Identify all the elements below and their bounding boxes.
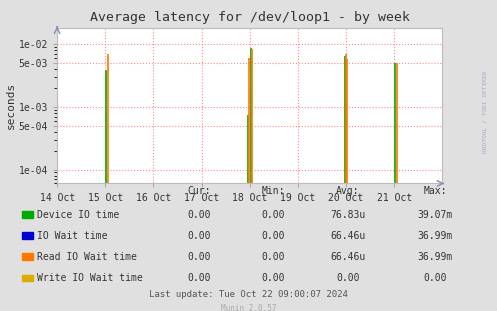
Text: 0.00: 0.00 bbox=[261, 210, 285, 220]
Text: RRDTOOL / TOBI OETIKER: RRDTOOL / TOBI OETIKER bbox=[482, 71, 487, 153]
Text: 0.00: 0.00 bbox=[336, 273, 360, 283]
Text: Min:: Min: bbox=[261, 186, 285, 196]
Text: Munin 2.0.57: Munin 2.0.57 bbox=[221, 304, 276, 311]
Text: Write IO Wait time: Write IO Wait time bbox=[37, 273, 143, 283]
Text: 0.00: 0.00 bbox=[423, 273, 447, 283]
Text: Last update: Tue Oct 22 09:00:07 2024: Last update: Tue Oct 22 09:00:07 2024 bbox=[149, 290, 348, 299]
Text: Device IO time: Device IO time bbox=[37, 210, 119, 220]
Text: 39.07m: 39.07m bbox=[417, 210, 452, 220]
Text: 36.99m: 36.99m bbox=[417, 231, 452, 241]
Text: 66.46u: 66.46u bbox=[331, 252, 365, 262]
Text: Cur:: Cur: bbox=[187, 186, 211, 196]
Text: 0.00: 0.00 bbox=[187, 231, 211, 241]
Text: Max:: Max: bbox=[423, 186, 447, 196]
Text: 0.00: 0.00 bbox=[261, 252, 285, 262]
Text: 76.83u: 76.83u bbox=[331, 210, 365, 220]
Text: 36.99m: 36.99m bbox=[417, 252, 452, 262]
Text: 0.00: 0.00 bbox=[187, 273, 211, 283]
Text: 0.00: 0.00 bbox=[187, 252, 211, 262]
Text: 0.00: 0.00 bbox=[261, 273, 285, 283]
Text: Avg:: Avg: bbox=[336, 186, 360, 196]
Text: 0.00: 0.00 bbox=[187, 210, 211, 220]
Text: Read IO Wait time: Read IO Wait time bbox=[37, 252, 137, 262]
Text: 66.46u: 66.46u bbox=[331, 231, 365, 241]
Y-axis label: seconds: seconds bbox=[6, 82, 16, 129]
Text: IO Wait time: IO Wait time bbox=[37, 231, 108, 241]
Text: 0.00: 0.00 bbox=[261, 231, 285, 241]
Title: Average latency for /dev/loop1 - by week: Average latency for /dev/loop1 - by week bbox=[90, 11, 410, 24]
